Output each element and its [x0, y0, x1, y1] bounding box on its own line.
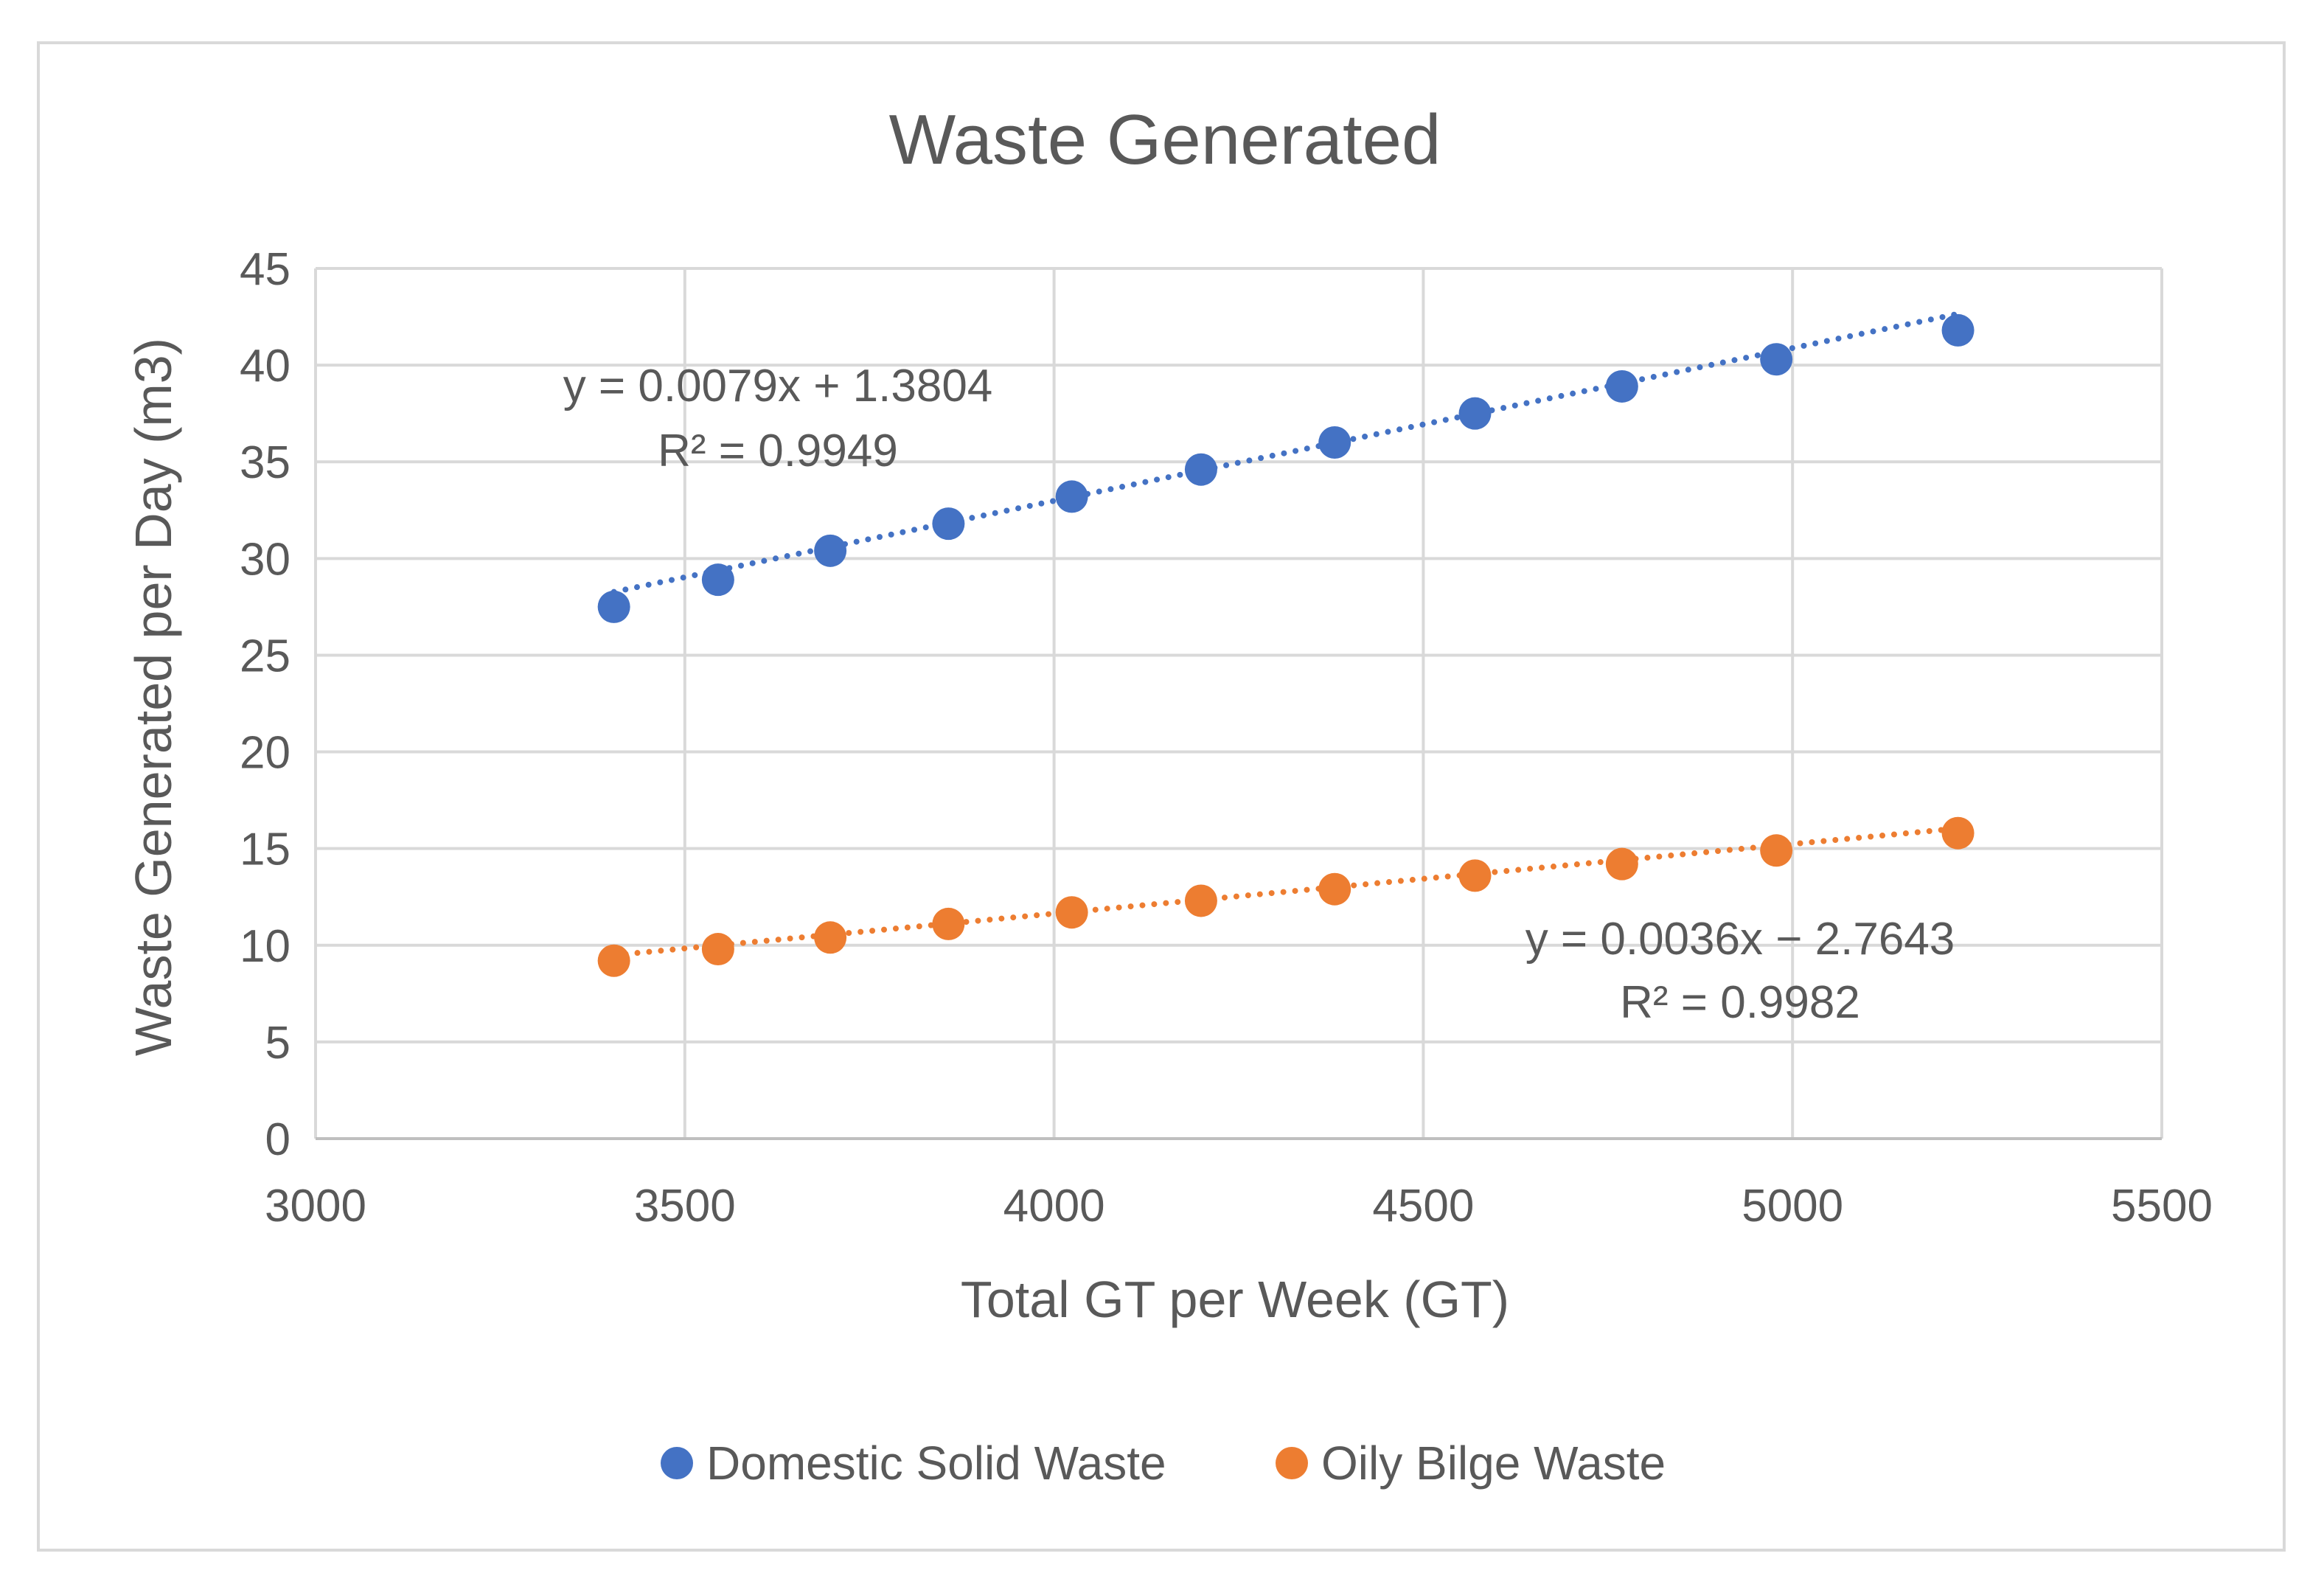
- trendline-equation: y = 0.0036x − 2.7643: [1525, 914, 1955, 965]
- data-point: [1458, 397, 1492, 430]
- data-point: [701, 563, 734, 597]
- y-tick-label: 20: [240, 728, 290, 779]
- legend-marker: [1276, 1447, 1308, 1479]
- data-point: [1055, 480, 1088, 513]
- x-tick-label: 5500: [2111, 1181, 2213, 1232]
- y-axis-title: Waste Generated per Day (m3): [125, 338, 182, 1056]
- trendline-r2: R² = 0.9949: [658, 426, 898, 476]
- legend-marker: [661, 1447, 693, 1479]
- data-point: [1184, 453, 1217, 486]
- legend-label: Domestic Solid Waste: [706, 1437, 1166, 1490]
- y-tick-label: 25: [240, 631, 290, 681]
- data-point: [1184, 884, 1217, 917]
- data-point: [1318, 426, 1351, 459]
- data-point: [1941, 816, 1975, 850]
- chart-title: Waste Generated: [889, 100, 1441, 179]
- data-point: [814, 534, 847, 567]
- y-tick-label: 10: [240, 921, 290, 972]
- data-point: [1458, 859, 1492, 892]
- data-point: [814, 921, 847, 954]
- data-point: [597, 944, 630, 977]
- legend-label: Oily Bilge Waste: [1321, 1437, 1666, 1490]
- data-point: [1055, 896, 1088, 929]
- x-axis-title: Total GT per Week (GT): [961, 1271, 1509, 1328]
- trendline-labels: y = 0.0079x + 1.3804 R² = 0.9949 y = 0.003…: [563, 361, 1955, 1028]
- data-point: [701, 933, 734, 966]
- legend: Domestic Solid Waste Oily Bilge Waste: [661, 1437, 1666, 1490]
- data-point: [1318, 872, 1351, 906]
- trendline-equation: y = 0.0079x + 1.3804: [563, 361, 993, 411]
- data-point: [1941, 313, 1975, 347]
- x-tick-label: 3000: [265, 1181, 366, 1232]
- data-point: [1605, 847, 1638, 881]
- data-point: [597, 590, 630, 623]
- axes: 0 5 10 15 20 25 30 35 40 45 3000 3500 4000 4500 5000 55…: [240, 244, 2213, 1232]
- x-tick-label: 5000: [1742, 1181, 1843, 1232]
- data-point: [1605, 369, 1638, 403]
- x-tick-label: 4000: [1003, 1181, 1105, 1232]
- y-tick-label: 0: [265, 1114, 290, 1165]
- chart-frame: [37, 41, 2286, 1552]
- y-tick-label: 45: [240, 244, 290, 295]
- trendline-r2: R² = 0.9982: [1620, 977, 1860, 1028]
- data-point: [1760, 834, 1793, 867]
- data-points: [597, 313, 1975, 977]
- x-tick-label: 3500: [634, 1181, 736, 1232]
- y-tick-label: 35: [240, 437, 290, 488]
- x-tick-label: 4500: [1372, 1181, 1474, 1232]
- y-tick-label: 40: [240, 341, 290, 392]
- data-point: [932, 507, 965, 541]
- y-tick-label: 5: [265, 1018, 290, 1069]
- y-tick-label: 15: [240, 824, 290, 875]
- gridlines: [314, 267, 2163, 1139]
- data-point: [1760, 343, 1793, 376]
- y-tick-label: 30: [240, 534, 290, 585]
- data-point: [932, 907, 965, 940]
- trendline: [610, 310, 1961, 595]
